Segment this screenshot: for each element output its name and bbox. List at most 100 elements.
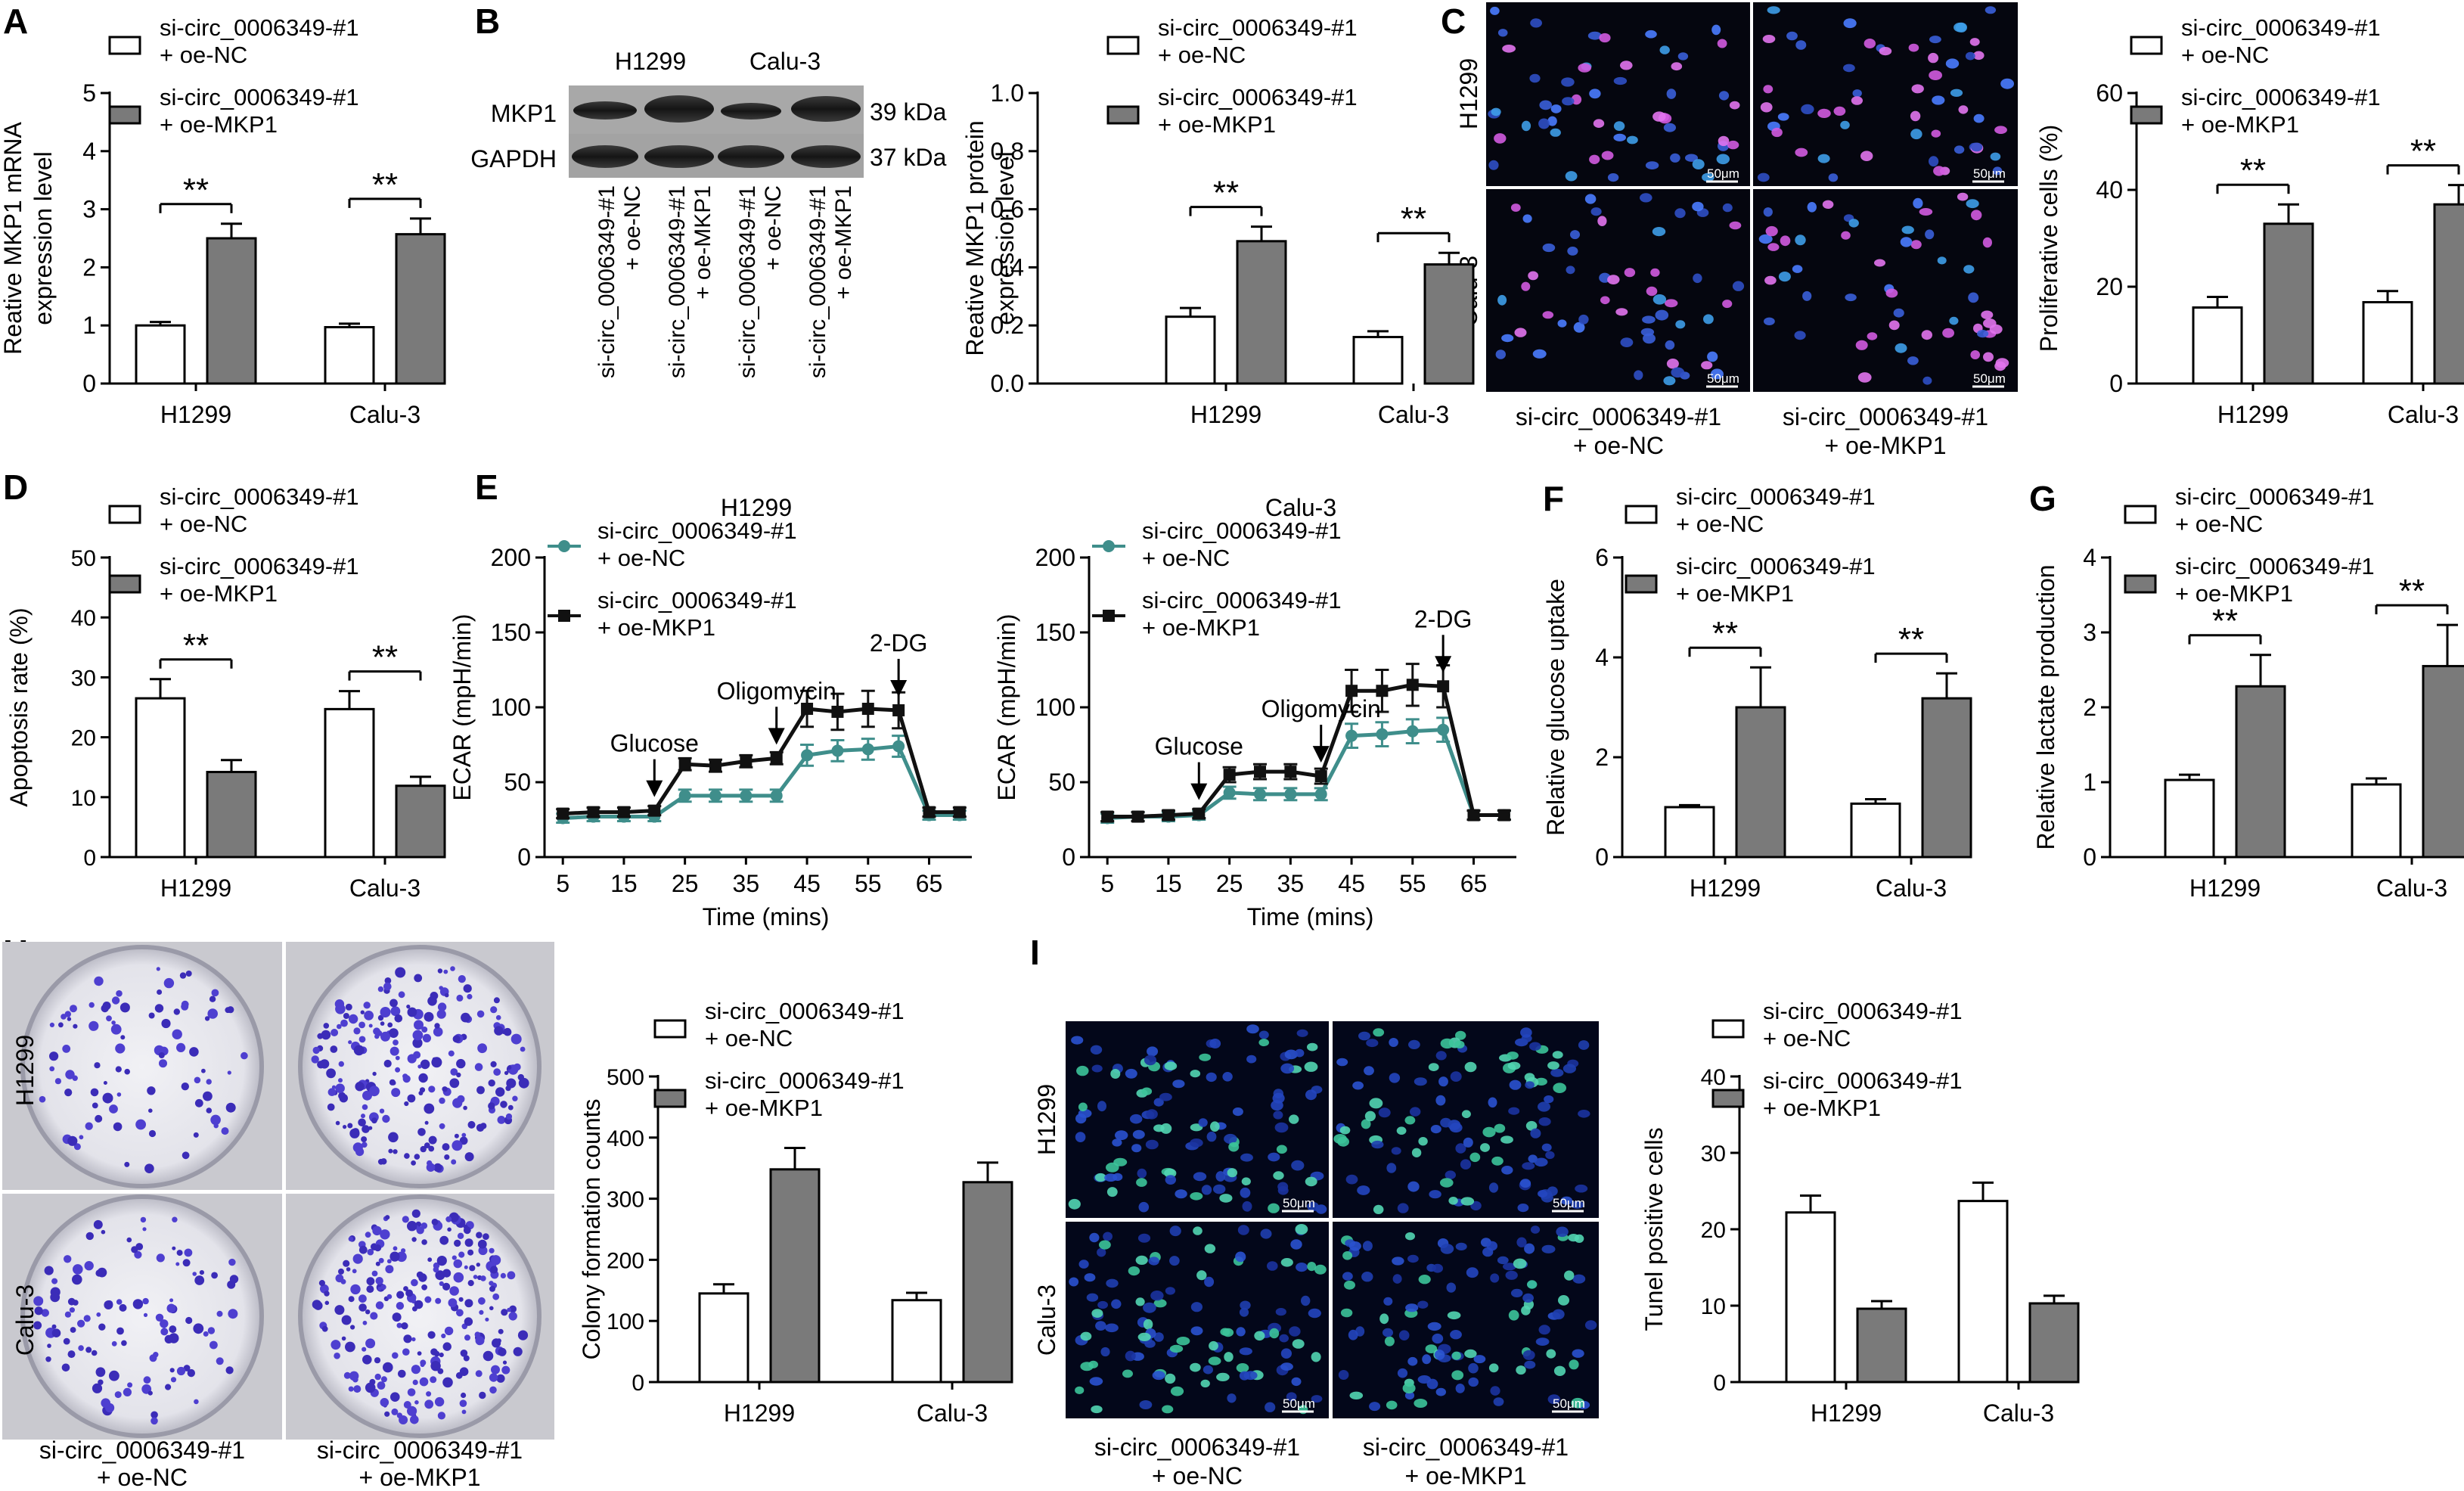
blot-lane-label: + oe-NC: [761, 185, 786, 271]
nucleus: [1919, 208, 1933, 216]
nucleus: [1600, 296, 1610, 305]
colony: [424, 1142, 430, 1148]
colony: [478, 1087, 485, 1094]
colony: [124, 1161, 130, 1167]
panel-label-e: E: [475, 467, 498, 507]
colony: [385, 1265, 394, 1274]
colony: [475, 1370, 483, 1378]
data-point: [892, 740, 905, 753]
nucleus: [1097, 1101, 1106, 1112]
nucleus: [1718, 135, 1730, 147]
injection-arrowhead: [768, 728, 785, 745]
colony: [67, 1135, 78, 1146]
y-tick-label: 200: [491, 544, 531, 571]
nucleus: [1115, 1130, 1128, 1141]
nucleus: [1973, 113, 1985, 123]
nucleus: [1640, 328, 1655, 337]
colony: [70, 1005, 77, 1013]
colony: [365, 1382, 376, 1393]
nucleus: [1929, 156, 1939, 167]
colony: [396, 1302, 405, 1310]
colony: [464, 1299, 473, 1308]
colony: [182, 1151, 190, 1160]
nucleus: [1497, 1256, 1509, 1265]
nucleus: [1338, 1370, 1349, 1380]
legend-swatch: [1625, 505, 1658, 524]
y-tick-label: 200: [1035, 544, 1075, 571]
colony: [211, 1272, 218, 1279]
colony: [111, 1340, 117, 1347]
nucleus: [1852, 89, 1862, 98]
colony: [407, 1094, 416, 1103]
nucleus: [1652, 111, 1666, 122]
nucleus: [1455, 1242, 1467, 1250]
colony: [456, 1072, 461, 1078]
nucleus: [1589, 154, 1600, 164]
nucleus: [1404, 1391, 1415, 1400]
nucleus: [1587, 31, 1602, 40]
nucleus: [1569, 1359, 1579, 1370]
nucleus: [1655, 309, 1669, 321]
nucleus: [1440, 1038, 1454, 1049]
scale-labels: 50μm 50μm 50μm 50μm: [1707, 166, 2006, 386]
colony: [194, 1076, 201, 1084]
nucleus: [1200, 1379, 1210, 1388]
colony: [338, 1078, 343, 1083]
blot-band: [644, 145, 714, 168]
nucleus: [1677, 52, 1689, 61]
nucleus: [1204, 1244, 1216, 1253]
colony: [489, 1306, 494, 1311]
nucleus: [1410, 1107, 1421, 1117]
nucleus: [1921, 330, 1932, 340]
nucleus: [1296, 1263, 1308, 1272]
colony: [441, 1333, 446, 1339]
colony: [380, 1021, 385, 1026]
nucleus: [1802, 290, 1812, 301]
colony: [227, 1070, 231, 1075]
colony: [147, 1086, 156, 1095]
x-tick-label: 5: [556, 870, 569, 897]
colony: [367, 1248, 374, 1256]
colony: [458, 975, 466, 983]
colony: [149, 1354, 157, 1362]
bar: [962, 1181, 1013, 1384]
colony: [341, 1336, 346, 1341]
nucleus: [1597, 216, 1607, 227]
legend-text: si-circ_0006349-#1: [160, 483, 359, 510]
nucleus: [1274, 1122, 1289, 1133]
nucleus: [1222, 1328, 1234, 1337]
colony: [343, 1260, 350, 1267]
colony: [401, 1322, 408, 1330]
colony: [396, 1322, 402, 1328]
colony: [452, 1035, 461, 1043]
colony: [353, 1027, 361, 1035]
y-tick-label: 20: [71, 726, 96, 751]
nucleus: [1932, 95, 1945, 105]
nucleus: [1075, 1132, 1086, 1142]
data-point: [831, 744, 844, 757]
nucleus: [1968, 292, 1979, 303]
colony: [361, 1136, 368, 1143]
colony: [63, 1337, 70, 1345]
colony: [209, 996, 216, 1002]
colony: [402, 1216, 409, 1223]
colony: [39, 1095, 46, 1103]
colony: [358, 1245, 368, 1254]
nucleus: [1505, 1270, 1518, 1280]
nucleus: [1843, 18, 1857, 29]
blot-lane-label: si-circ_0006349-#1: [594, 185, 619, 378]
colony: [449, 1078, 460, 1089]
colony: [115, 1066, 122, 1073]
nucleus: [1236, 1363, 1249, 1373]
colony: [340, 1278, 346, 1284]
nucleus: [1267, 1261, 1278, 1271]
injection-arrowhead: [1190, 783, 1208, 800]
nucleus: [1378, 1107, 1391, 1118]
x-tick-label: 25: [672, 870, 699, 897]
colony: [131, 1246, 138, 1253]
colony: [358, 1118, 366, 1127]
colony: [142, 1227, 147, 1232]
nucleus: [1190, 1326, 1203, 1336]
colony: [467, 1280, 474, 1287]
